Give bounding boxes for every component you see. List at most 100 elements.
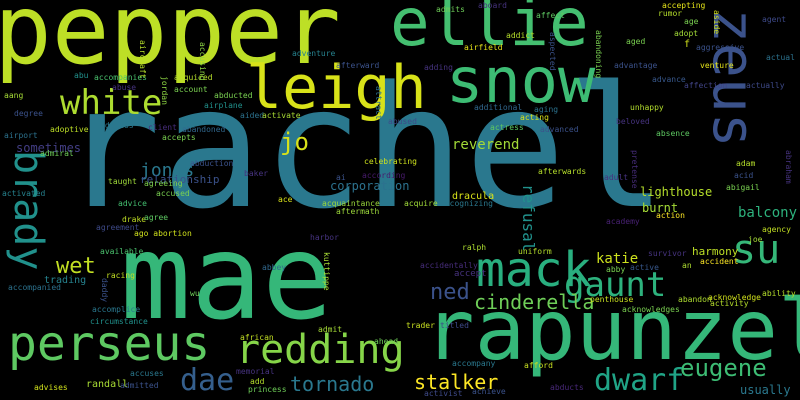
word-f: f	[684, 39, 691, 50]
word-pepper: pepper	[0, 0, 341, 86]
word-celebrating: celebrating	[364, 157, 417, 166]
word-jo: jo	[280, 128, 309, 156]
word-active: active	[630, 263, 659, 272]
word-aggressive: aggressive	[696, 43, 745, 52]
word-degree: degree	[14, 109, 43, 118]
word-aspected: aspected	[548, 32, 557, 71]
word-accomplice: accomplice	[92, 305, 141, 314]
word-taught: taught	[108, 177, 137, 186]
word-acquaintance: acquaintance	[322, 199, 380, 208]
word-zeus: zeus	[700, 8, 768, 148]
word-additional: additional	[474, 103, 523, 112]
word-ahead: ahead	[374, 337, 399, 346]
word-princess: princess	[248, 385, 287, 394]
word-admit: admit	[318, 325, 343, 334]
word-gaunt: gaunt	[564, 265, 667, 305]
word-stalker: stalker	[414, 370, 499, 394]
word-trading: trading	[44, 275, 87, 286]
word-jonas: jonas	[140, 160, 195, 181]
word-afterwards: afterwards	[538, 167, 587, 176]
word-reverend: reverend	[452, 137, 520, 153]
word-pretense: pretense	[630, 150, 639, 189]
word-dwarf: dwarf	[594, 363, 685, 398]
word-according: according	[362, 171, 406, 180]
word-white: white	[60, 83, 163, 123]
word-leigh: leigh	[246, 53, 427, 123]
word-abduction: abduction	[190, 159, 234, 168]
word-admitted: admitted	[120, 381, 159, 390]
word-penthouse: penthouse	[590, 295, 634, 304]
word-mack: mack	[476, 242, 592, 298]
word-memorial: memorial	[236, 367, 275, 376]
word-affect: affect	[536, 11, 565, 20]
word-client: client	[148, 123, 177, 132]
word-actually: actually	[746, 81, 785, 90]
word-advises: advises	[34, 383, 68, 392]
word-accidentally: accidentally	[420, 261, 478, 270]
word-randall: randall	[86, 379, 129, 390]
word-accepts: accepts	[162, 133, 196, 142]
word-agent: agent	[762, 15, 787, 24]
word-acquire: acquire	[404, 199, 438, 208]
word-rachel: rachel	[60, 50, 667, 246]
word-agreement: agreement	[96, 223, 140, 232]
word-acknowledges: acknowledges	[622, 305, 680, 314]
word-abducted: abducted	[214, 91, 253, 100]
word-accusing: accusing	[198, 42, 207, 81]
word-aged: aged	[626, 37, 646, 46]
word-ralph: ralph	[462, 243, 487, 252]
word-adding: adding	[424, 63, 453, 72]
word-add: add	[250, 377, 265, 386]
word-corporation: corporation	[330, 179, 410, 193]
word-aang: aang	[4, 91, 24, 100]
word-beloved: beloved	[616, 117, 650, 126]
word-activity: activity	[710, 299, 749, 308]
word-ned: ned	[430, 280, 470, 305]
word-sometimes: sometimes	[16, 141, 82, 155]
word-ace: ace	[278, 195, 293, 204]
word-abigail: abigail	[726, 183, 760, 192]
word-agency: agency	[762, 225, 791, 234]
word-abby: abby	[606, 265, 626, 274]
word-absence: absence	[656, 129, 690, 138]
word-wet: wet	[56, 254, 96, 279]
word-aftermath: aftermath	[336, 207, 380, 216]
word-acknowledge: acknowledge	[708, 293, 761, 302]
word-drake: drake	[122, 215, 147, 224]
word-uniform: uniform	[518, 247, 552, 256]
word-katie: katie	[596, 251, 639, 267]
word-ago-abortion: ago abortion	[134, 229, 192, 238]
word-accused: accused	[156, 189, 190, 198]
word-aside: aside	[712, 10, 721, 35]
word-circumstance: circumstance	[90, 317, 148, 326]
word-burnt: burnt	[642, 201, 679, 215]
word-relationship: relationship	[140, 173, 220, 186]
word-aircraft: aircraft	[138, 40, 147, 79]
word-airport: airport	[4, 131, 38, 140]
word-dae: dae	[180, 363, 235, 398]
word-activist: activist	[424, 389, 463, 398]
word-baker: baker	[244, 169, 269, 178]
word-adult: adult	[604, 173, 629, 182]
word-titled: titled	[440, 321, 469, 330]
word-afterward: afterward	[336, 61, 380, 70]
word-ability: ability	[762, 289, 796, 298]
word-refusal: refusal	[519, 184, 538, 252]
word-action: action	[656, 211, 685, 220]
word-daddy: daddy	[100, 278, 109, 303]
word-acquired: acquired	[174, 73, 213, 82]
word-dracula: dracula	[452, 191, 495, 202]
word-aging: aging	[534, 105, 559, 114]
word-airfield: airfield	[464, 43, 503, 52]
word-academy: academy	[606, 217, 640, 226]
word-aboard: aboard	[478, 1, 507, 10]
word-advantage: advantage	[614, 61, 658, 70]
word-agreeing: agreeing	[144, 179, 183, 188]
word-afford: afford	[524, 361, 553, 370]
word-venture: venture	[700, 61, 734, 70]
word-advance: advance	[652, 75, 686, 84]
word-racing: racing	[106, 271, 135, 280]
word-tornado: tornado	[290, 372, 375, 396]
word-accompany: accompany	[452, 359, 496, 368]
word-activated: activated	[2, 189, 46, 198]
